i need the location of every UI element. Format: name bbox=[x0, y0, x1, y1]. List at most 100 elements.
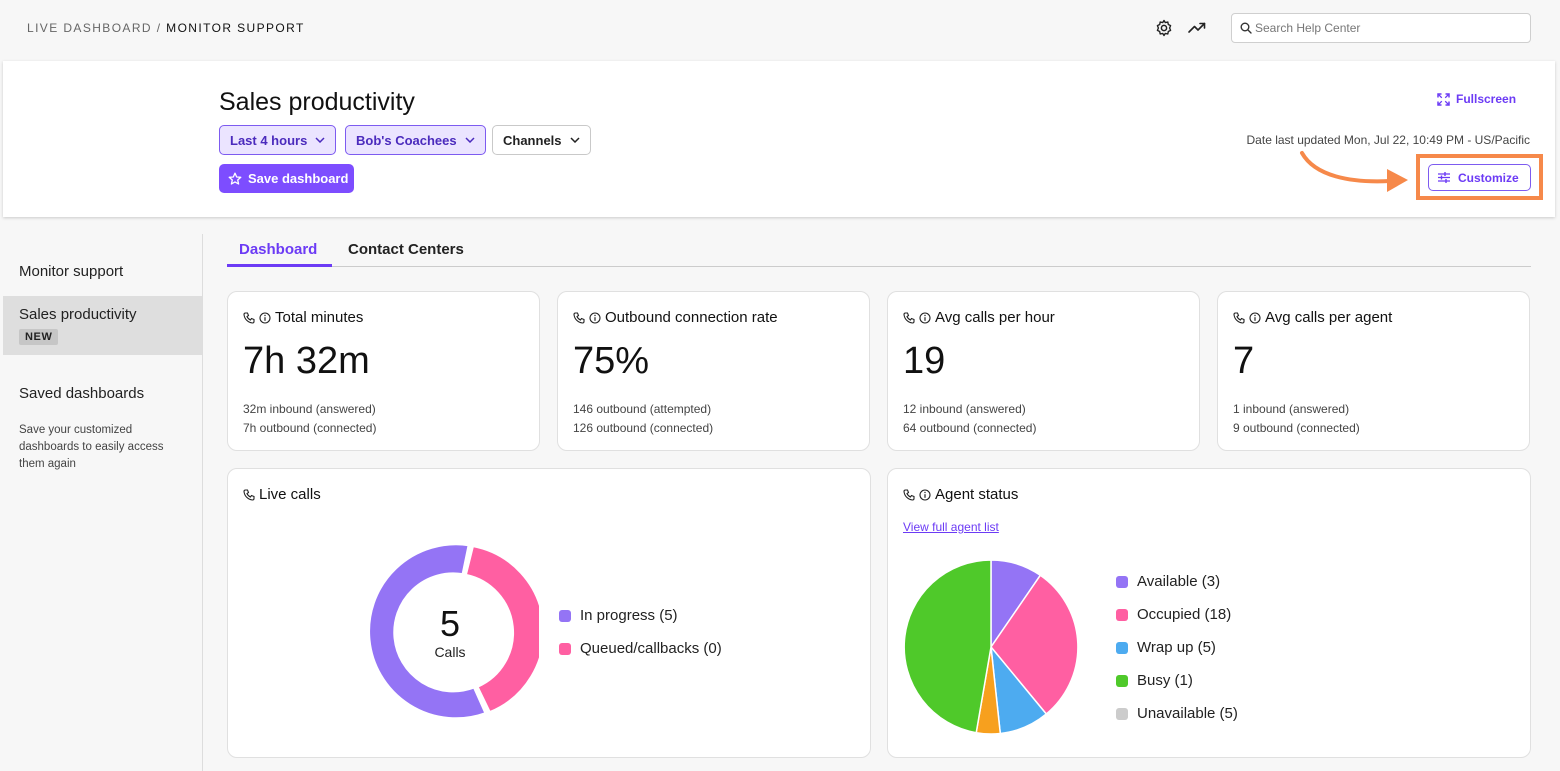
tab-bar: Dashboard Contact Centers bbox=[227, 234, 1531, 267]
card-title: Agent status bbox=[935, 486, 1019, 503]
info-icon[interactable] bbox=[919, 311, 931, 324]
channels-label: Channels bbox=[503, 132, 562, 148]
legend-item: Busy (1) bbox=[1116, 664, 1238, 697]
stat-value: 7 bbox=[1233, 340, 1255, 382]
expand-icon bbox=[1437, 92, 1450, 106]
legend-swatch bbox=[1116, 641, 1128, 654]
dashboard-header: Sales productivity Last 4 hours Bob's Co… bbox=[3, 61, 1555, 217]
stat-title: Avg calls per agent bbox=[1265, 309, 1393, 326]
stat-detail: 32m inbound (answered) bbox=[243, 402, 376, 416]
coachees-label: Bob's Coachees bbox=[356, 132, 457, 148]
legend-label: Available (3) bbox=[1137, 573, 1221, 590]
search-icon bbox=[1240, 22, 1252, 34]
search-box[interactable] bbox=[1231, 13, 1531, 43]
time-range-label: Last 4 hours bbox=[230, 132, 308, 148]
live-calls-legend: In progress (5) Queued/callbacks (0) bbox=[559, 599, 722, 665]
phone-icon bbox=[903, 488, 915, 501]
stat-detail: 9 outbound (connected) bbox=[1233, 421, 1360, 435]
view-agent-list-link[interactable]: View full agent list bbox=[903, 520, 999, 534]
legend-item: Wrap up (5) bbox=[1116, 631, 1238, 664]
page-title: Sales productivity bbox=[219, 88, 415, 116]
gear-icon[interactable] bbox=[1154, 18, 1174, 38]
legend-label: In progress (5) bbox=[580, 607, 678, 624]
customize-highlight-box bbox=[1416, 154, 1543, 200]
search-input[interactable] bbox=[1255, 19, 1525, 37]
legend-label: Busy (1) bbox=[1137, 672, 1193, 689]
legend-swatch bbox=[559, 642, 571, 655]
live-calls-donut-chart: 5 Calls bbox=[368, 543, 539, 720]
legend-item: Queued/callbacks (0) bbox=[559, 632, 722, 665]
stat-value: 19 bbox=[903, 340, 946, 382]
stat-detail: 12 inbound (answered) bbox=[903, 402, 1026, 416]
legend-item: Available (3) bbox=[1116, 565, 1238, 598]
stat-title: Avg calls per hour bbox=[935, 309, 1055, 326]
tab-contact-centers[interactable]: Contact Centers bbox=[348, 241, 464, 258]
stat-detail: 1 inbound (answered) bbox=[1233, 402, 1350, 416]
coachees-filter[interactable]: Bob's Coachees bbox=[345, 125, 486, 155]
phone-icon bbox=[243, 311, 255, 324]
breadcrumb: LIVE DASHBOARD / MONITOR SUPPORT bbox=[27, 21, 305, 35]
stat-detail: 126 outbound (connected) bbox=[573, 421, 714, 435]
donut-segment-queued bbox=[464, 544, 539, 714]
phone-icon bbox=[903, 311, 915, 324]
tab-dashboard[interactable]: Dashboard bbox=[239, 241, 318, 258]
sidebar-item-monitor-support[interactable]: Monitor support bbox=[19, 263, 124, 280]
stat-title: Total minutes bbox=[275, 309, 364, 326]
stat-detail: 7h outbound (connected) bbox=[243, 421, 377, 435]
trending-up-icon[interactable] bbox=[1187, 18, 1207, 38]
info-icon[interactable] bbox=[919, 488, 931, 501]
customize-button[interactable]: Customize bbox=[1428, 164, 1531, 191]
info-icon[interactable] bbox=[1249, 311, 1261, 324]
channels-filter[interactable]: Channels bbox=[492, 125, 591, 155]
agent-status-pie-chart bbox=[903, 559, 1079, 735]
legend-swatch bbox=[559, 609, 571, 622]
card-title: Live calls bbox=[259, 486, 321, 503]
legend-swatch bbox=[1116, 575, 1128, 588]
star-icon bbox=[228, 172, 242, 185]
donut-center-value: 5 bbox=[440, 603, 460, 644]
phone-icon bbox=[573, 311, 585, 324]
legend-label: Queued/callbacks (0) bbox=[580, 640, 722, 657]
chevron-down-icon bbox=[465, 137, 475, 143]
active-tab-indicator bbox=[227, 264, 332, 267]
agent-status-legend: Available (3) Occupied (18) Wrap up (5) … bbox=[1116, 565, 1238, 730]
stat-value: 7h 32m bbox=[243, 340, 370, 382]
donut-segment-in-progress bbox=[368, 543, 487, 720]
stat-detail: 64 outbound (connected) bbox=[903, 421, 1037, 435]
fullscreen-button[interactable]: Fullscreen bbox=[1437, 92, 1516, 106]
phone-icon bbox=[243, 488, 255, 501]
last-updated-text: Date last updated Mon, Jul 22, 10:49 PM … bbox=[1246, 133, 1530, 147]
stat-card-total-minutes: Total minutes 7h 32m 32m inbound (answer… bbox=[227, 291, 540, 451]
stat-card-avg-calls-per-agent: Avg calls per agent 7 1 inbound (answere… bbox=[1217, 291, 1530, 451]
save-dashboard-label: Save dashboard bbox=[248, 171, 349, 186]
legend-swatch bbox=[1116, 707, 1128, 720]
sidebar-item-label: Sales productivity bbox=[19, 306, 137, 323]
sidebar-item-sales-productivity[interactable]: Sales productivity NEW bbox=[3, 296, 202, 355]
stat-detail: 146 outbound (attempted) bbox=[573, 402, 712, 416]
info-icon[interactable] bbox=[589, 311, 601, 324]
fullscreen-label: Fullscreen bbox=[1456, 92, 1517, 106]
legend-label: Occupied (18) bbox=[1137, 606, 1232, 623]
sidebar: Monitor support Sales productivity NEW S… bbox=[3, 234, 203, 771]
legend-swatch bbox=[1116, 674, 1128, 687]
save-dashboard-button[interactable]: Save dashboard bbox=[219, 164, 354, 193]
stat-title: Outbound connection rate bbox=[605, 309, 778, 326]
annotation-arrow bbox=[1300, 151, 1408, 192]
legend-swatch bbox=[1116, 608, 1128, 621]
pie-slice-busy bbox=[903, 559, 992, 734]
saved-dashboards-help: Save your customized dashboards to easil… bbox=[19, 424, 164, 470]
legend-label: Wrap up (5) bbox=[1137, 639, 1216, 656]
agent-status-card: Agent status View full agent list Availa… bbox=[887, 468, 1531, 758]
info-icon[interactable] bbox=[259, 311, 271, 324]
donut-center-label: Calls bbox=[434, 644, 465, 660]
legend-item: In progress (5) bbox=[559, 599, 722, 632]
breadcrumb-root[interactable]: LIVE DASHBOARD / bbox=[27, 21, 162, 35]
legend-item: Occupied (18) bbox=[1116, 598, 1238, 631]
stat-value: 75% bbox=[573, 340, 650, 382]
time-range-filter[interactable]: Last 4 hours bbox=[219, 125, 337, 155]
stat-card-avg-calls-per-hour: Avg calls per hour 19 12 inbound (answer… bbox=[887, 291, 1200, 451]
sidebar-item-saved-dashboards[interactable]: Saved dashboards bbox=[19, 385, 145, 402]
chevron-down-icon bbox=[569, 137, 580, 143]
stat-card-outbound-connection-rate: Outbound connection rate 75% 146 outboun… bbox=[557, 291, 870, 451]
breadcrumb-current: MONITOR SUPPORT bbox=[166, 21, 305, 35]
